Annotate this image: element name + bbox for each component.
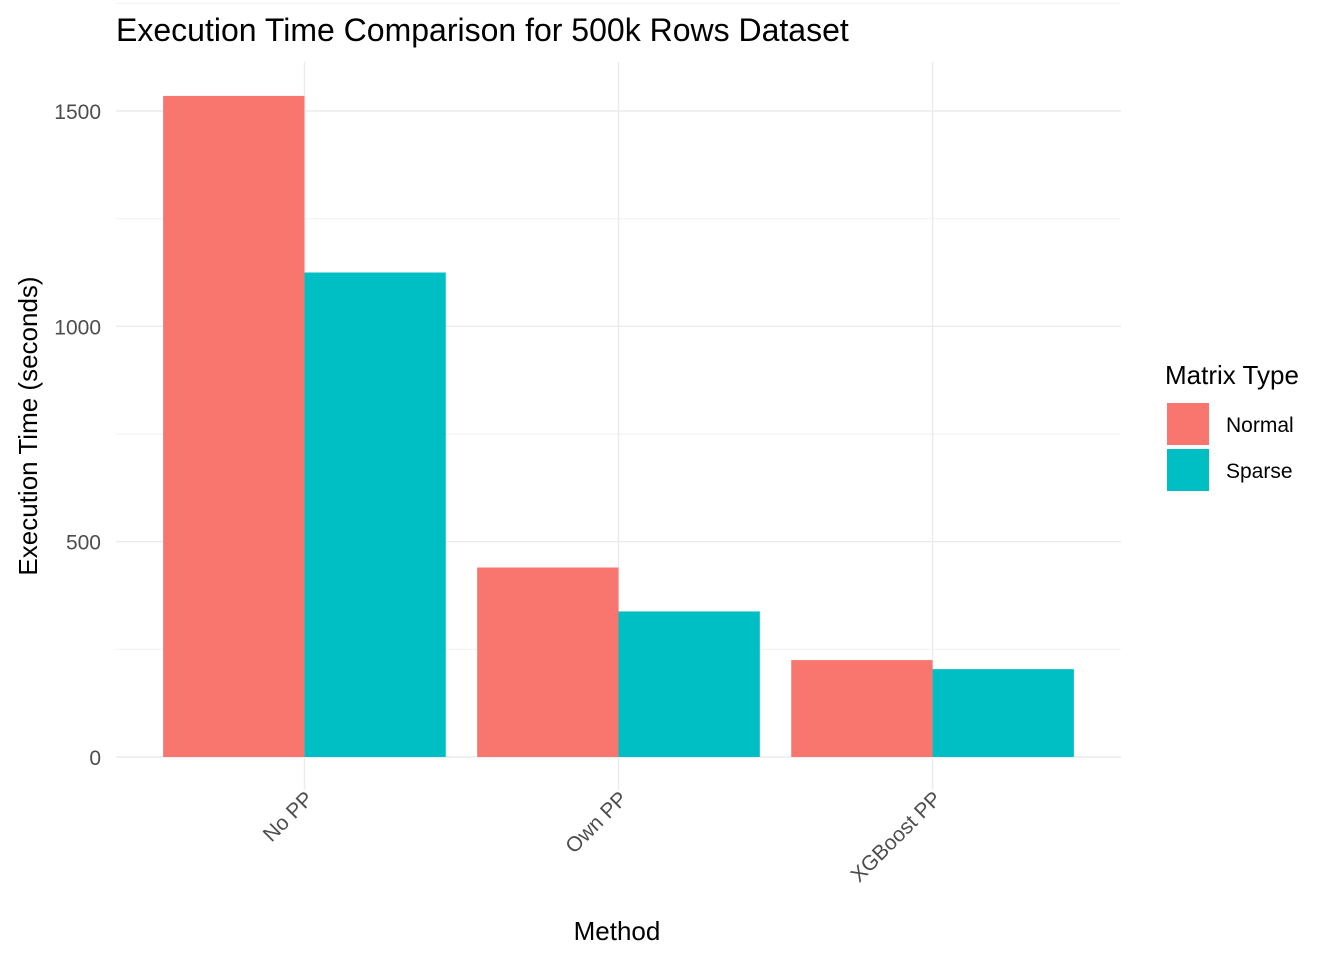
bar-normal [791, 660, 933, 757]
y-tick-label: 1000 [54, 316, 101, 339]
legend: Matrix Type Normal Sparse [1165, 360, 1299, 491]
legend-title: Matrix Type [1165, 360, 1299, 390]
bar-sparse [618, 611, 760, 757]
x-tick-label: XGBoost PP [846, 787, 946, 887]
bars [163, 95, 1074, 758]
x-axis-title: Method [574, 916, 661, 946]
legend-key-sparse [1167, 449, 1209, 491]
x-tick-label: Own PP [561, 787, 632, 858]
bar-sparse [304, 272, 446, 757]
legend-label: Sparse [1226, 460, 1293, 483]
y-axis-ticks: 0 500 1000 1500 [54, 101, 101, 770]
y-tick-label: 500 [66, 532, 101, 555]
legend-label: Normal [1226, 414, 1294, 437]
chart-title: Execution Time Comparison for 500k Rows … [116, 12, 849, 48]
y-axis-title: Execution Time (seconds) [13, 276, 43, 575]
bar-normal [477, 567, 619, 757]
y-tick-label: 1500 [54, 101, 101, 124]
x-axis-ticks: No PP Own PP XGBoost PP [259, 787, 946, 887]
bar-normal [163, 95, 305, 758]
x-tick-label: No PP [259, 787, 318, 846]
y-tick-label: 0 [89, 747, 101, 770]
bar-sparse [932, 669, 1074, 757]
legend-key-normal [1167, 403, 1209, 445]
